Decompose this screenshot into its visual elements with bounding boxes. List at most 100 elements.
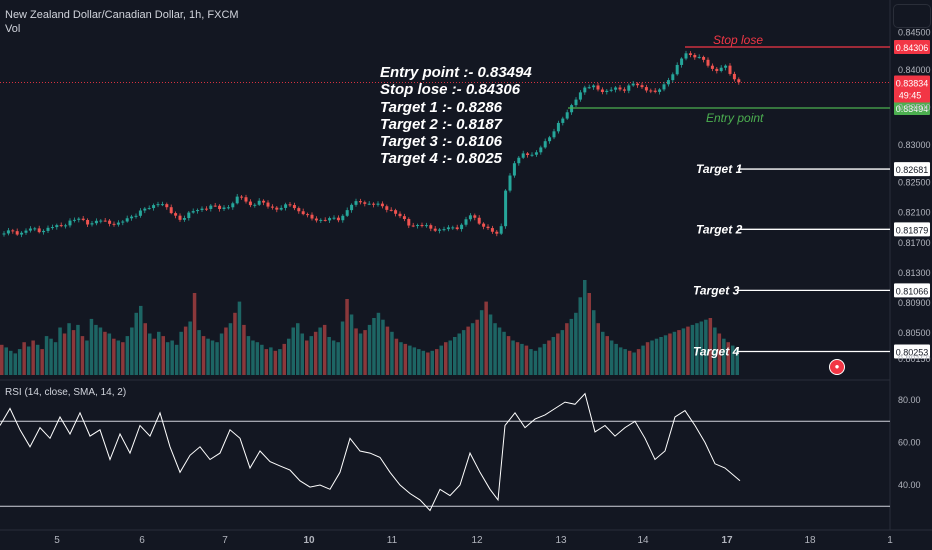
candle <box>24 230 28 233</box>
candle <box>662 84 666 90</box>
annotation-target-4: Target 4 :- 0.8025 <box>380 150 502 168</box>
volume-bar <box>484 301 488 375</box>
candle <box>187 212 191 219</box>
candle <box>292 205 296 209</box>
time-tick-label: 14 <box>637 535 649 546</box>
candle <box>103 220 107 222</box>
volume-bar <box>0 344 4 375</box>
current-price-value: 0.83834 <box>896 78 929 88</box>
candle <box>548 137 552 142</box>
candle <box>248 201 252 206</box>
candle <box>112 223 116 225</box>
candle <box>191 211 195 213</box>
candle <box>178 215 182 220</box>
time-tick-label: 7 <box>222 535 228 546</box>
volume-bar <box>85 340 89 375</box>
chart-settings-button[interactable] <box>893 4 931 28</box>
volume-bar <box>273 350 278 375</box>
candle <box>605 90 609 93</box>
volume-bar <box>515 342 520 375</box>
candle <box>284 204 288 208</box>
candle <box>407 219 411 226</box>
volume-bar <box>264 349 269 375</box>
volume-bar <box>148 333 152 375</box>
volume-bar <box>89 318 94 375</box>
candle <box>152 205 156 209</box>
candle <box>11 230 15 232</box>
candle <box>622 89 626 91</box>
candle <box>565 112 569 119</box>
rsi-indicator-label[interactable]: RSI (14, close, SMA, 14, 2) <box>5 387 127 398</box>
candle <box>367 203 371 205</box>
volume-bar <box>636 349 641 375</box>
candle <box>314 218 318 221</box>
volume-bar <box>574 312 578 375</box>
candle <box>59 225 63 227</box>
candle <box>253 204 257 206</box>
volume-bar <box>367 324 372 375</box>
candle <box>20 232 24 235</box>
candle <box>86 219 90 225</box>
volume-bar <box>699 321 704 375</box>
candle <box>530 154 534 156</box>
volume-bar <box>529 349 533 375</box>
volume-bar <box>242 324 246 375</box>
candle <box>279 207 283 210</box>
candle <box>336 217 340 221</box>
candle <box>724 65 728 68</box>
candle <box>482 223 486 227</box>
candle <box>240 196 244 198</box>
price-tick-label: 0.84000 <box>898 65 931 75</box>
volume-bar <box>497 327 502 375</box>
volume-bar <box>394 338 399 375</box>
volume-bar <box>260 344 264 375</box>
candle <box>37 228 41 233</box>
candle <box>649 90 653 92</box>
candle <box>350 204 354 211</box>
candle <box>512 163 516 176</box>
candle <box>389 209 393 211</box>
candle <box>675 64 679 75</box>
volume-bar <box>578 297 582 375</box>
volume-bar <box>587 293 591 375</box>
volume-bar <box>309 336 313 375</box>
candle <box>319 219 323 221</box>
candle <box>310 214 314 219</box>
candle <box>341 215 345 221</box>
volume-bar <box>58 327 62 375</box>
candle <box>68 220 72 226</box>
candle <box>72 219 76 221</box>
candle <box>33 228 37 230</box>
volume-bar <box>313 331 318 375</box>
volume-bar <box>403 343 408 375</box>
symbol-title[interactable]: New Zealand Dollar/Canadian Dollar, 1h, … <box>5 9 239 21</box>
volume-bar <box>349 314 354 375</box>
volume-bar <box>143 323 147 375</box>
volume-bar <box>632 352 636 375</box>
volume-bar <box>80 336 85 375</box>
price-tick-label: 0.84500 <box>898 27 931 37</box>
volume-label[interactable]: Vol <box>5 23 21 35</box>
volume-bar <box>327 337 331 375</box>
volume-bar <box>233 312 237 375</box>
volume-bar <box>435 349 439 375</box>
annotation-stop: Stop lose :- 0.84306 <box>380 81 521 99</box>
candle <box>125 218 129 222</box>
volume-bar <box>237 301 242 375</box>
candle <box>288 204 292 206</box>
price-tick-label: 0.81300 <box>898 268 931 278</box>
candle <box>521 153 525 158</box>
candle <box>156 204 160 206</box>
volume-bar <box>345 299 349 375</box>
volume-bar <box>695 323 699 375</box>
candle <box>534 152 538 155</box>
event-flag-icon[interactable]: ● <box>829 359 845 375</box>
price-tick-label: 0.82100 <box>898 208 931 218</box>
candle <box>424 225 428 227</box>
candle <box>737 79 741 83</box>
rsi-tick-label: 80.00 <box>898 395 921 405</box>
volume-bar <box>565 323 569 375</box>
volume-bar <box>672 331 677 375</box>
